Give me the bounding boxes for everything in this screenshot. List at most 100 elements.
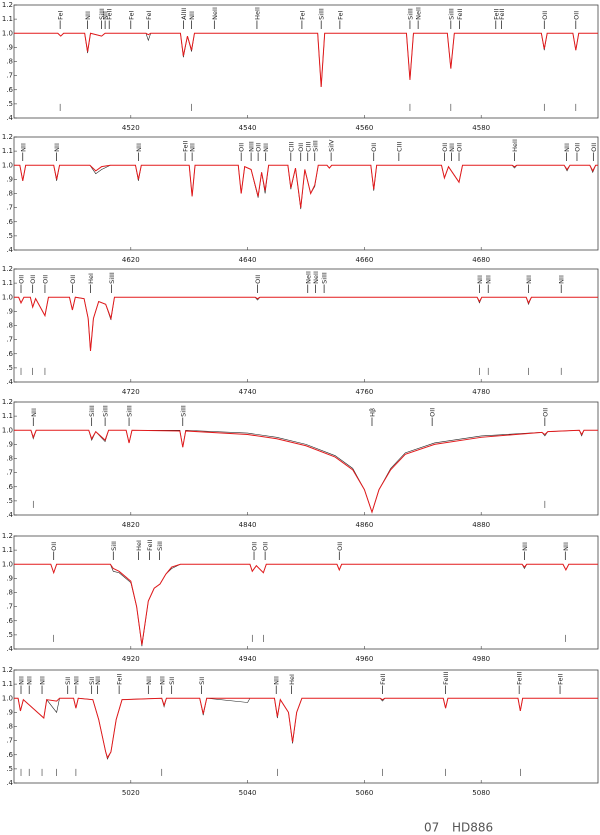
- line-id-label: FeII: [557, 674, 565, 685]
- line-id-label: OII: [255, 143, 263, 152]
- y-tick-label: .5: [6, 232, 13, 240]
- y-tick-label: .6: [6, 483, 13, 491]
- line-id-label: OII: [238, 143, 246, 152]
- y-tick-label: .8: [6, 190, 13, 198]
- line-id-label: OII: [69, 275, 77, 284]
- y-tick-label: .9: [6, 43, 13, 51]
- line-id-label: HeI: [288, 674, 296, 685]
- spectrum-line: [14, 563, 598, 647]
- x-tick-label: 5040: [239, 789, 257, 797]
- y-tick-label: 1.2: [2, 532, 13, 540]
- line-id-label: SiIII: [102, 405, 110, 417]
- line-id-label: NII: [273, 676, 281, 685]
- y-tick-label: 1.1: [2, 279, 13, 287]
- line-id-label: SiIII: [321, 272, 329, 284]
- line-id-label: SiII: [110, 541, 118, 551]
- line-id-label: OII: [50, 542, 58, 551]
- line-id-label: AlIII: [180, 8, 188, 20]
- line-id-label: FeI: [145, 10, 153, 19]
- line-id-label: FeI: [57, 10, 65, 19]
- line-id-label: NII: [94, 676, 102, 685]
- line-id-label: SiIII: [98, 8, 106, 20]
- line-id-label: OII: [572, 11, 580, 20]
- line-id-label: FeIII: [442, 672, 450, 685]
- y-tick-label: .9: [6, 440, 13, 448]
- line-id-label: OII: [541, 11, 549, 20]
- y-tick-label: .4: [6, 378, 13, 386]
- x-tick-label: 4640: [239, 256, 257, 264]
- x-tick-label: 4780: [472, 388, 490, 396]
- x-tick-label: 4980: [472, 655, 490, 663]
- x-tick-label: 4940: [239, 655, 257, 663]
- y-tick-label: .8: [6, 589, 13, 597]
- line-id-label: OII: [456, 143, 464, 152]
- line-id-label: OII: [41, 275, 49, 284]
- y-tick-label: .6: [6, 350, 13, 358]
- x-tick-label: 4720: [122, 388, 140, 396]
- line-id-label: NII: [485, 275, 493, 284]
- line-id-label: NII: [262, 143, 270, 152]
- y-tick-label: .6: [6, 617, 13, 625]
- line-id-label: FeI: [127, 10, 135, 19]
- y-tick-label: 1.2: [2, 398, 13, 406]
- y-tick-label: 1.2: [2, 133, 13, 141]
- x-tick-label: 4760: [355, 388, 373, 396]
- spectrum-line: [14, 429, 598, 514]
- y-tick-label: .7: [6, 336, 13, 344]
- line-id-label: HeII: [253, 7, 261, 20]
- x-tick-label: 4920: [122, 655, 140, 663]
- y-tick-label: 1.1: [2, 546, 13, 554]
- line-id-label: CIII: [287, 141, 295, 151]
- panel-frame: [13, 535, 599, 650]
- line-id-label: FeI: [336, 10, 344, 19]
- y-tick-label: .7: [6, 603, 13, 611]
- y-tick-label: .5: [6, 631, 13, 639]
- y-tick-label: .8: [6, 723, 13, 731]
- x-tick-label: 4880: [472, 521, 490, 529]
- y-tick-label: 1.0: [2, 694, 13, 702]
- y-tick-label: .9: [6, 574, 13, 582]
- y-tick-label: 1.0: [2, 293, 13, 301]
- y-tick-label: .4: [6, 511, 13, 519]
- line-id-label: HeII: [511, 139, 519, 152]
- line-id-label: NII: [102, 11, 110, 20]
- y-tick-label: .7: [6, 469, 13, 477]
- line-id-label: NII: [521, 542, 529, 551]
- line-id-label: FeII: [146, 540, 154, 551]
- spectrum-line: [14, 32, 598, 87]
- y-tick-label: .5: [6, 765, 13, 773]
- line-id-label: NII: [26, 676, 34, 685]
- y-tick-label: .4: [6, 645, 13, 653]
- spectrum-line: [14, 296, 598, 351]
- x-tick-label: 4960: [355, 655, 373, 663]
- y-tick-label: 1.0: [2, 426, 13, 434]
- line-id-label: NII: [72, 676, 80, 685]
- panel-frame: [13, 136, 599, 251]
- line-id-label: SiII: [156, 541, 164, 551]
- line-id-label: FeII: [116, 674, 124, 685]
- line-id-label: OII: [370, 143, 378, 152]
- line-id-label: NII: [525, 275, 533, 284]
- y-tick-label: 1.1: [2, 147, 13, 155]
- line-id-label: SiIV: [328, 139, 336, 152]
- line-id-label: NII: [53, 143, 61, 152]
- line-id-label: NII: [135, 143, 143, 152]
- x-tick-label: 4660: [355, 256, 373, 264]
- line-id-label: SiIII: [318, 8, 326, 20]
- line-id-label: SiIII: [179, 405, 187, 417]
- x-tick-label: 5020: [122, 789, 140, 797]
- spectrum-line: [14, 32, 598, 87]
- line-id-label: NII: [145, 676, 153, 685]
- line-id-label: SiIII: [126, 405, 134, 417]
- line-id-label: NII: [84, 11, 92, 20]
- line-id-label: SII: [64, 677, 72, 685]
- x-tick-label: 4820: [122, 521, 140, 529]
- line-id-label: HeI: [87, 273, 95, 284]
- line-id-label: SiIII: [88, 405, 96, 417]
- spectrum-line: [14, 429, 598, 514]
- y-tick-label: .4: [6, 246, 13, 254]
- y-tick-label: 1.2: [2, 1, 13, 9]
- plate-number: 07: [424, 821, 439, 835]
- line-id-label: NII: [189, 143, 197, 152]
- spectrum-line: [14, 697, 598, 760]
